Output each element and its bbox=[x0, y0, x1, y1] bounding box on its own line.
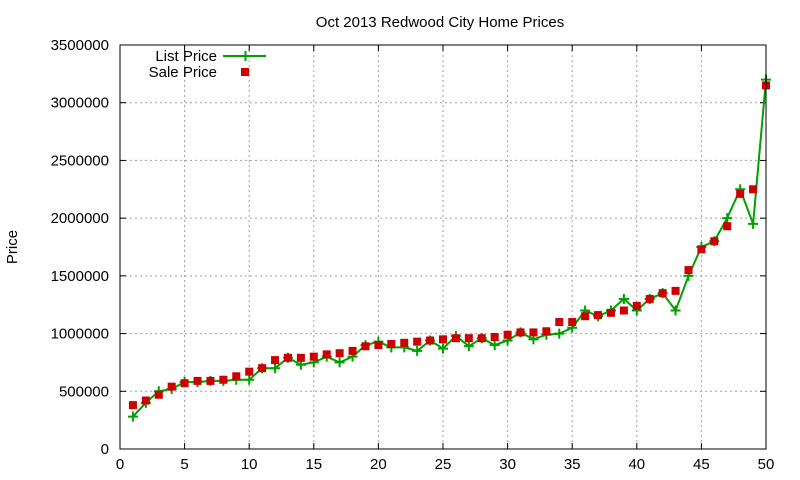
sale-price-point bbox=[736, 189, 745, 198]
legend-label-sale-price: Sale Price bbox=[149, 64, 217, 81]
sale-price-point bbox=[348, 346, 357, 355]
chart-title: Oct 2013 Redwood City Home Prices bbox=[316, 14, 564, 31]
sale-price-point bbox=[555, 318, 564, 327]
x-tick-label: 25 bbox=[435, 456, 452, 473]
sale-price-point bbox=[180, 379, 189, 388]
sale-price-point bbox=[464, 334, 473, 343]
list-price-point bbox=[489, 340, 500, 351]
sale-price-point bbox=[619, 306, 628, 315]
list-price-point bbox=[270, 363, 281, 374]
list-price-point bbox=[618, 293, 629, 304]
y-tick-label: 1500000 bbox=[51, 268, 109, 285]
sale-price-point bbox=[529, 328, 538, 337]
y-tick-label: 2000000 bbox=[51, 210, 109, 227]
sale-price-point bbox=[439, 335, 447, 344]
sale-price-point bbox=[374, 341, 383, 350]
sale-price-point bbox=[426, 336, 435, 345]
sale-price-point bbox=[684, 266, 693, 275]
sale-price-point bbox=[167, 382, 176, 391]
legend: List Price Sale Price bbox=[149, 48, 266, 81]
sale-price-point bbox=[671, 286, 680, 295]
sale-price-point bbox=[296, 353, 305, 362]
list-price-point bbox=[244, 374, 255, 385]
sale-price-point bbox=[322, 350, 331, 359]
sale-price-point bbox=[710, 237, 719, 246]
y-axis-label: Price bbox=[4, 230, 21, 264]
list-price-point bbox=[722, 213, 733, 224]
list-price-point bbox=[463, 341, 474, 352]
y-tick-label: 2500000 bbox=[51, 152, 109, 169]
sale-price-point bbox=[606, 308, 615, 317]
grid bbox=[120, 45, 766, 449]
sale-price-point bbox=[128, 401, 137, 410]
sale-price-point bbox=[645, 294, 654, 303]
sale-price-point bbox=[581, 312, 590, 321]
sale-price-point bbox=[542, 327, 551, 336]
sale-price-point bbox=[723, 222, 732, 231]
y-tick-label: 500000 bbox=[59, 383, 109, 400]
sale-price-point bbox=[451, 334, 460, 343]
x-tick-label: 45 bbox=[693, 456, 710, 473]
legend-marker-sale-price bbox=[241, 68, 249, 76]
sale-price-point bbox=[219, 375, 228, 384]
sale-price-point bbox=[206, 376, 215, 385]
sale-price-point bbox=[154, 390, 163, 399]
sale-price-point bbox=[335, 349, 344, 358]
list-price-point bbox=[748, 218, 759, 229]
y-tick-label: 3500000 bbox=[51, 37, 109, 54]
list-price-point bbox=[334, 357, 345, 368]
axis-ticks: 0 5 10 15 20 25 30 35 40 45 50 0 500000 1000000 150000… bbox=[51, 37, 775, 473]
sale-price-point bbox=[503, 330, 512, 339]
list-price-point bbox=[412, 345, 423, 356]
sale-price-point bbox=[568, 318, 577, 327]
sale-price-point bbox=[658, 289, 667, 298]
y-tick-label: 0 bbox=[101, 441, 109, 458]
sale-price-point bbox=[193, 376, 202, 385]
sale-price-point bbox=[361, 342, 370, 351]
sale-price-point bbox=[749, 185, 758, 194]
list-price-line bbox=[132, 79, 767, 418]
x-tick-label: 35 bbox=[564, 456, 581, 473]
list-price-point bbox=[670, 305, 681, 316]
sale-price-point bbox=[271, 356, 280, 365]
x-tick-label: 50 bbox=[758, 456, 775, 473]
x-tick-label: 15 bbox=[305, 456, 322, 473]
sale-price-point bbox=[387, 339, 396, 348]
plot-frame bbox=[119, 44, 767, 450]
sale-price-point bbox=[477, 334, 486, 343]
sale-price-point bbox=[697, 245, 706, 254]
list-price-point bbox=[127, 411, 138, 422]
x-tick-label: 5 bbox=[180, 456, 188, 473]
sale-price-point bbox=[245, 367, 254, 376]
sale-price-point bbox=[258, 364, 267, 373]
x-tick-label: 0 bbox=[116, 456, 124, 473]
sale-price-point bbox=[594, 311, 603, 320]
sale-price-point bbox=[400, 338, 409, 347]
sale-price-point bbox=[516, 328, 525, 337]
sale-price-point bbox=[309, 352, 318, 361]
sale-price-point bbox=[413, 337, 422, 346]
x-tick-label: 40 bbox=[628, 456, 645, 473]
legend-marker-list-price bbox=[240, 51, 251, 61]
sale-price-point bbox=[232, 372, 241, 381]
y-tick-label: 1000000 bbox=[51, 326, 109, 343]
x-tick-label: 10 bbox=[241, 456, 258, 473]
list-price-point bbox=[554, 328, 565, 339]
sale-price-point bbox=[632, 301, 641, 310]
sale-price-point bbox=[141, 396, 150, 405]
legend-label-list-price: List Price bbox=[155, 48, 217, 65]
series-layer bbox=[127, 74, 771, 422]
x-tick-label: 30 bbox=[499, 456, 516, 473]
sale-price-point bbox=[283, 353, 292, 362]
list-price-point bbox=[438, 343, 448, 354]
y-tick-label: 3000000 bbox=[51, 95, 109, 112]
x-tick-label: 20 bbox=[370, 456, 387, 473]
sale-price-point bbox=[490, 333, 499, 342]
